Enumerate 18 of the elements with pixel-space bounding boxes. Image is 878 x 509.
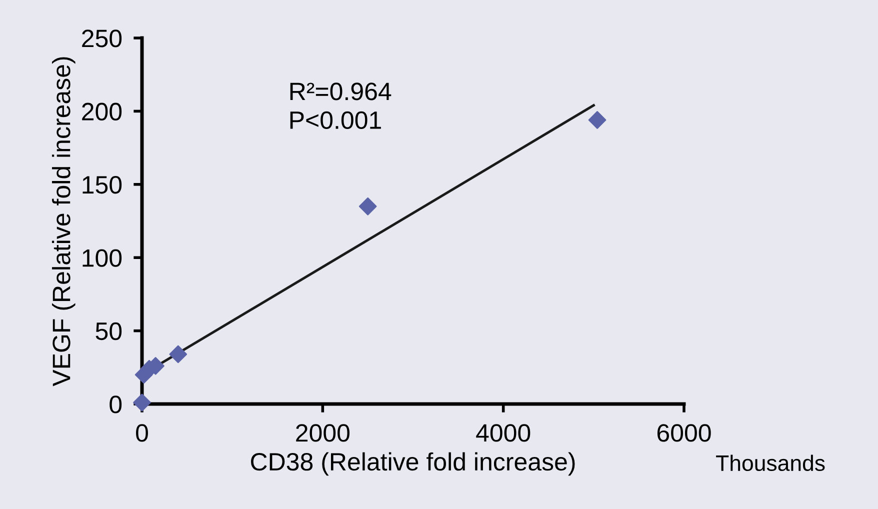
y-axis-title: VEGF (Relative fold increase) <box>52 57 76 386</box>
y-tick-label: 100 <box>82 249 122 267</box>
y-tick-label: 150 <box>82 176 122 194</box>
point <box>169 345 188 364</box>
x-tick-label: 4000 <box>476 424 530 442</box>
text: Thousands <box>716 454 825 472</box>
x-tick-label: 6000 <box>657 424 711 442</box>
x-axis-title: CD38 (Relative fold increase) <box>251 452 575 476</box>
x-tick-label: 0 <box>136 424 148 442</box>
point <box>133 394 151 412</box>
annotation: R²=0.964 P<0.001 <box>290 82 392 130</box>
y-tick-label: 250 <box>82 30 122 48</box>
y-tick-label: 200 <box>82 102 122 121</box>
y-tick-label: 0 <box>110 396 122 414</box>
y-tick-label: 50 <box>96 322 122 340</box>
point <box>588 111 606 129</box>
x-tick-label: 2000 <box>296 424 350 442</box>
point <box>358 197 377 216</box>
